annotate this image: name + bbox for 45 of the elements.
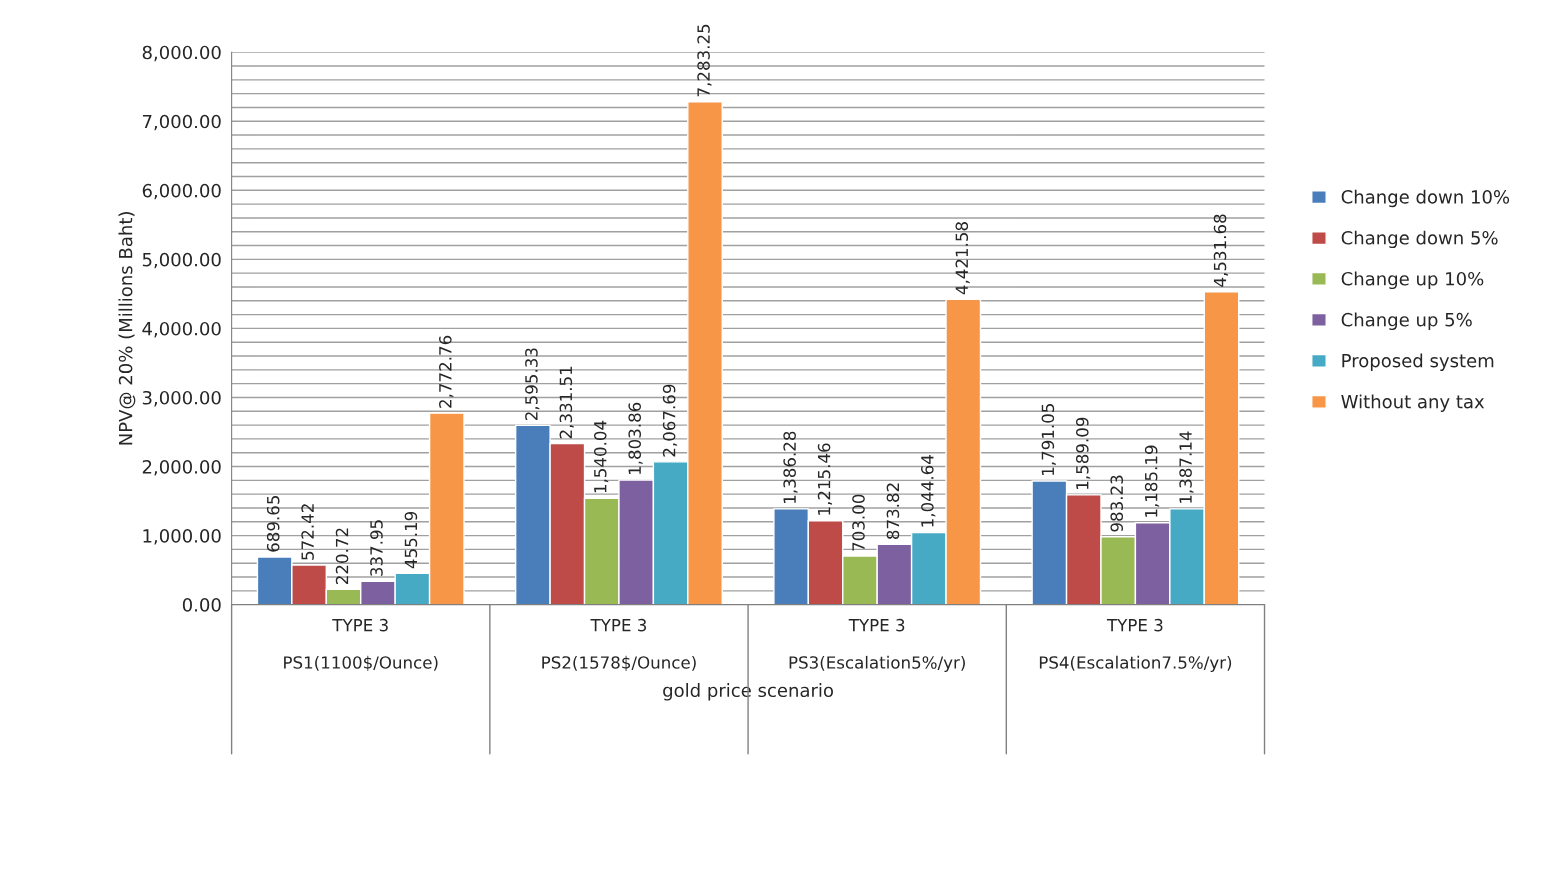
y-tick-label: 0.00 xyxy=(182,598,221,612)
data-label: 337.95 xyxy=(370,520,383,576)
data-label: 703.00 xyxy=(852,494,865,551)
data-label: 572.42 xyxy=(301,504,314,560)
data-label: 1,803.86 xyxy=(628,402,643,475)
y-tick-label: 4,000.00 xyxy=(142,321,221,338)
legend-label: Change down 5% xyxy=(1341,230,1498,249)
y-tick-label: 7,000.00 xyxy=(142,114,221,131)
category-label: TYPE 3 PS2(1578$/Ounce) xyxy=(542,618,696,671)
data-label: 2,772.76 xyxy=(439,335,454,408)
y-axis-title: NPV@ 20% (Millions Baht) xyxy=(118,212,136,445)
legend-label: Change down 10% xyxy=(1341,189,1510,208)
legend-label: Without any tax xyxy=(1341,394,1485,412)
y-tick-label: 6,000.00 xyxy=(142,183,221,200)
data-label: 1,387.14 xyxy=(1179,431,1194,503)
data-label: 4,421.58 xyxy=(955,222,970,295)
data-label: 2,595.33 xyxy=(525,348,540,421)
data-label: 1,185.19 xyxy=(1144,445,1160,517)
data-label: 1,215.46 xyxy=(817,443,833,515)
legend-label: Change up 10% xyxy=(1341,271,1484,290)
data-label: 220.72 xyxy=(335,528,349,585)
data-label: 983.23 xyxy=(1110,475,1124,532)
data-label: 4,531.68 xyxy=(1213,214,1229,287)
y-tick-label: 5,000.00 xyxy=(142,252,221,269)
legend-label: Proposed system xyxy=(1342,353,1494,371)
x-axis-title: gold price scenario xyxy=(663,683,833,701)
data-label: 455.19 xyxy=(404,511,418,569)
data-label: 1,386.28 xyxy=(783,431,798,503)
data-label: 873.82 xyxy=(886,483,900,540)
y-tick-label: 2,000.00 xyxy=(142,460,221,476)
legend-label: Change up 5% xyxy=(1341,312,1472,331)
data-label: 1,044.64 xyxy=(921,455,936,527)
data-label: 2,067.69 xyxy=(662,384,678,457)
data-label: 1,589.09 xyxy=(1075,417,1091,489)
category-label: TYPE 3 PS4(Escalation7.5%/yr) xyxy=(1039,618,1232,672)
y-tick-label: 3,000.00 xyxy=(142,390,221,407)
category-label: TYPE 3 PS3(Escalation5%/yr) xyxy=(789,618,965,672)
category-label: TYPE 3 PS1(1100$/Ounce) xyxy=(284,618,438,671)
data-label: 7,283.25 xyxy=(697,24,712,97)
data-label: 2,331.51 xyxy=(559,366,574,439)
data-label: 689.65 xyxy=(266,496,280,552)
data-label: 1,540.04 xyxy=(593,420,609,493)
data-label: 1,791.05 xyxy=(1041,404,1056,475)
y-tick-label: 1,000.00 xyxy=(143,529,221,545)
y-tick-label: 8,000.00 xyxy=(142,45,221,62)
